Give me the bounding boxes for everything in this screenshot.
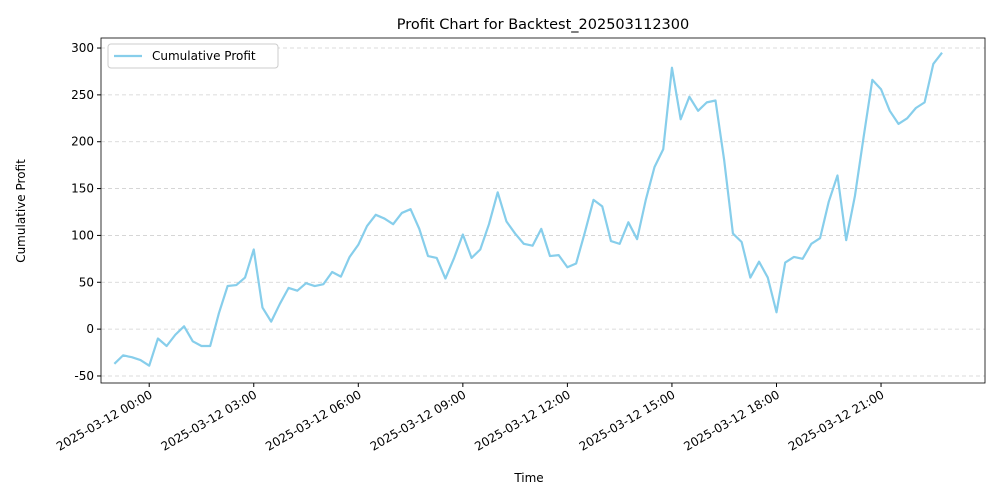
y-tick-label: 250 xyxy=(71,88,94,102)
plot-frame xyxy=(100,37,986,384)
y-tick-label: 200 xyxy=(71,135,94,149)
y-tick-label: -50 xyxy=(74,369,94,383)
x-axis-label: Time xyxy=(513,471,543,485)
legend-box xyxy=(107,43,279,69)
chart-title: Profit Chart for Backtest_202503112300 xyxy=(397,17,689,33)
y-tick-label: 300 xyxy=(71,41,94,55)
y-tick-label: 0 xyxy=(86,322,94,336)
line xyxy=(113,52,943,367)
y-axis-label: Cumulative Profit xyxy=(14,159,28,263)
y-tick-label: 50 xyxy=(79,275,94,289)
y-tick-label: 150 xyxy=(71,182,94,196)
legend-label: Cumulative Profit xyxy=(152,49,256,63)
y-tick-label: 100 xyxy=(71,228,94,242)
